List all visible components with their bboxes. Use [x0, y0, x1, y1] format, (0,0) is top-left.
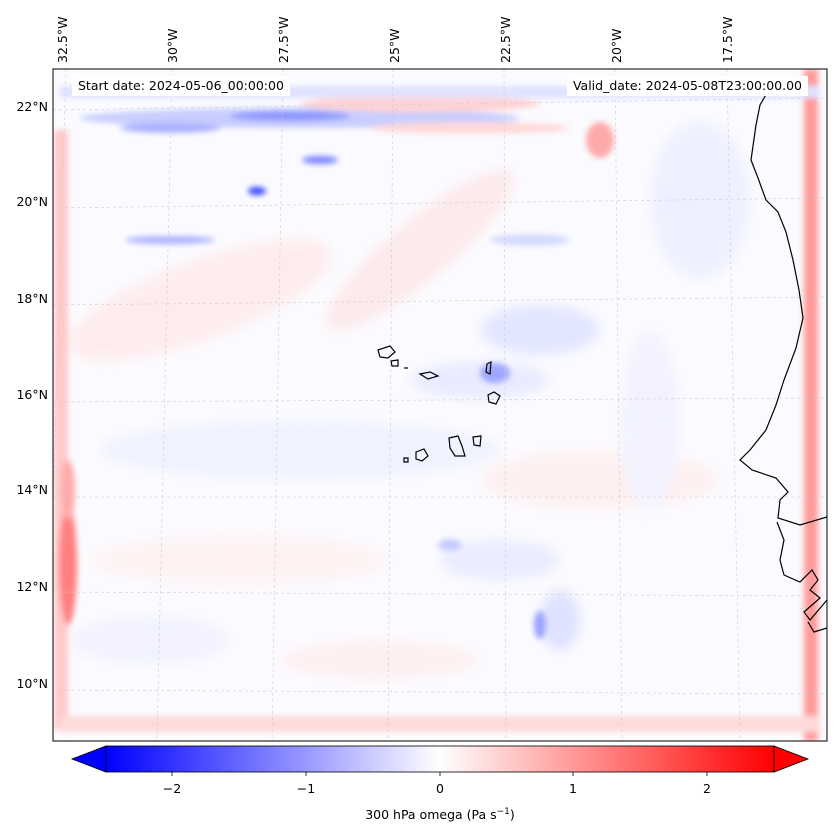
colorbar-tick-label: 2: [703, 781, 711, 796]
colorbar-tick-label: 0: [436, 781, 444, 796]
lat-label-18n: 18°N: [16, 291, 48, 306]
lon-label-25w: 25°W: [387, 28, 402, 63]
colorbar-gradient: [105, 745, 775, 773]
map-frame: [52, 68, 828, 742]
graticule: [53, 69, 827, 741]
colorbar-min-extension: [70, 745, 107, 773]
island-sao-vicente: [390, 359, 399, 367]
omega-field: [53, 69, 827, 741]
island-sal: [485, 360, 492, 375]
colorbar-label-close: ): [509, 807, 515, 823]
lat-label-16n: 16°N: [16, 387, 48, 402]
colorbar-label: 300 hPa omega (Pa s−1): [0, 807, 837, 822]
island-fogo: [415, 448, 429, 462]
colorbar-tick-label: −1: [296, 781, 316, 796]
lat-label-20n: 20°N: [16, 194, 48, 209]
island-sao-nicolau: [418, 371, 440, 380]
lon-label-20w: 20°W: [609, 28, 624, 63]
valid-date-label: Valid_date: 2024-05-08T23:00:00.00: [566, 76, 808, 96]
lon-label-22-5w: 22.5°W: [498, 16, 513, 63]
colorbar-tick-label: −2: [162, 781, 182, 796]
lon-label-17-5w: 17.5°W: [720, 16, 735, 63]
lat-label-22n: 22°N: [16, 99, 48, 114]
lon-label-27-5w: 27.5°W: [276, 16, 291, 63]
lon-label-30w: 30°W: [165, 28, 180, 63]
colorbar-label-text: 300 hPa omega (Pa s: [365, 807, 497, 823]
colorbar-ticks: [171, 772, 708, 776]
island-brava: [403, 457, 409, 463]
lon-label-32-5w: 32.5°W: [55, 16, 70, 63]
colorbar-label-exponent: −1: [496, 807, 510, 817]
lat-label-12n: 12°N: [16, 579, 48, 594]
start-date-label: Start date: 2024-05-06_00:00:00: [72, 76, 290, 96]
colorbar-max-extension: [773, 745, 810, 773]
island-santiago: [448, 435, 466, 457]
island-maio: [472, 435, 482, 447]
coastlines: [377, 87, 827, 633]
island-boa-vista: [487, 391, 501, 405]
island-santo-antao: [377, 345, 396, 359]
colorbar: [70, 745, 810, 776]
lat-label-10n: 10°N: [16, 676, 48, 691]
lat-label-14n: 14°N: [16, 482, 48, 497]
colorbar-tick-label: 1: [569, 781, 577, 796]
